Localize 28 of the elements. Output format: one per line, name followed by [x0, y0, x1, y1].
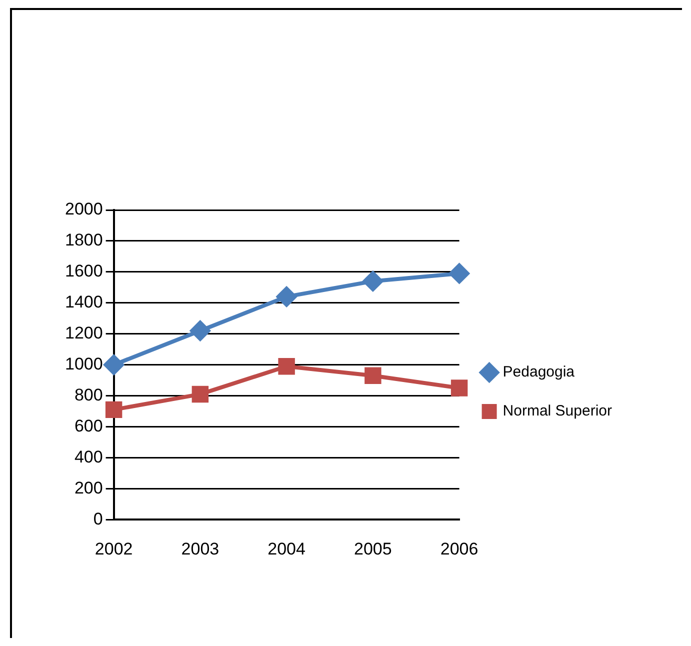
y-tick-label: 1200 [64, 324, 103, 343]
point [449, 263, 470, 284]
y-tick-label: 0 [93, 509, 103, 528]
point [278, 358, 295, 375]
point [104, 354, 124, 375]
point [190, 320, 210, 341]
y-tick-label: 1600 [64, 262, 103, 281]
y-tick-label: 2000 [64, 200, 103, 219]
y-tick-label: 400 [74, 447, 103, 466]
point [362, 271, 383, 292]
point [276, 286, 297, 307]
y-tick-label: 200 [74, 478, 103, 498]
point [364, 367, 382, 384]
y-tick-label: 600 [74, 416, 103, 436]
point [450, 380, 468, 396]
legend-label: Normal Superior [502, 402, 612, 420]
point [105, 401, 122, 418]
x-tick-label: 2002 [94, 539, 133, 558]
x-tick-label: 2004 [268, 539, 306, 558]
y-tick-label: 800 [74, 385, 103, 404]
x-tick-label: 2005 [354, 539, 392, 558]
x-tick-label: 2006 [440, 539, 478, 558]
point [192, 386, 209, 403]
y-tick-label: 1000 [64, 354, 103, 374]
legend-label: Pedagogia [502, 364, 576, 381]
x-tick-label: 2003 [181, 539, 220, 558]
y-tick-label: 1800 [64, 230, 103, 250]
y-tick-label: 1400 [64, 292, 103, 312]
